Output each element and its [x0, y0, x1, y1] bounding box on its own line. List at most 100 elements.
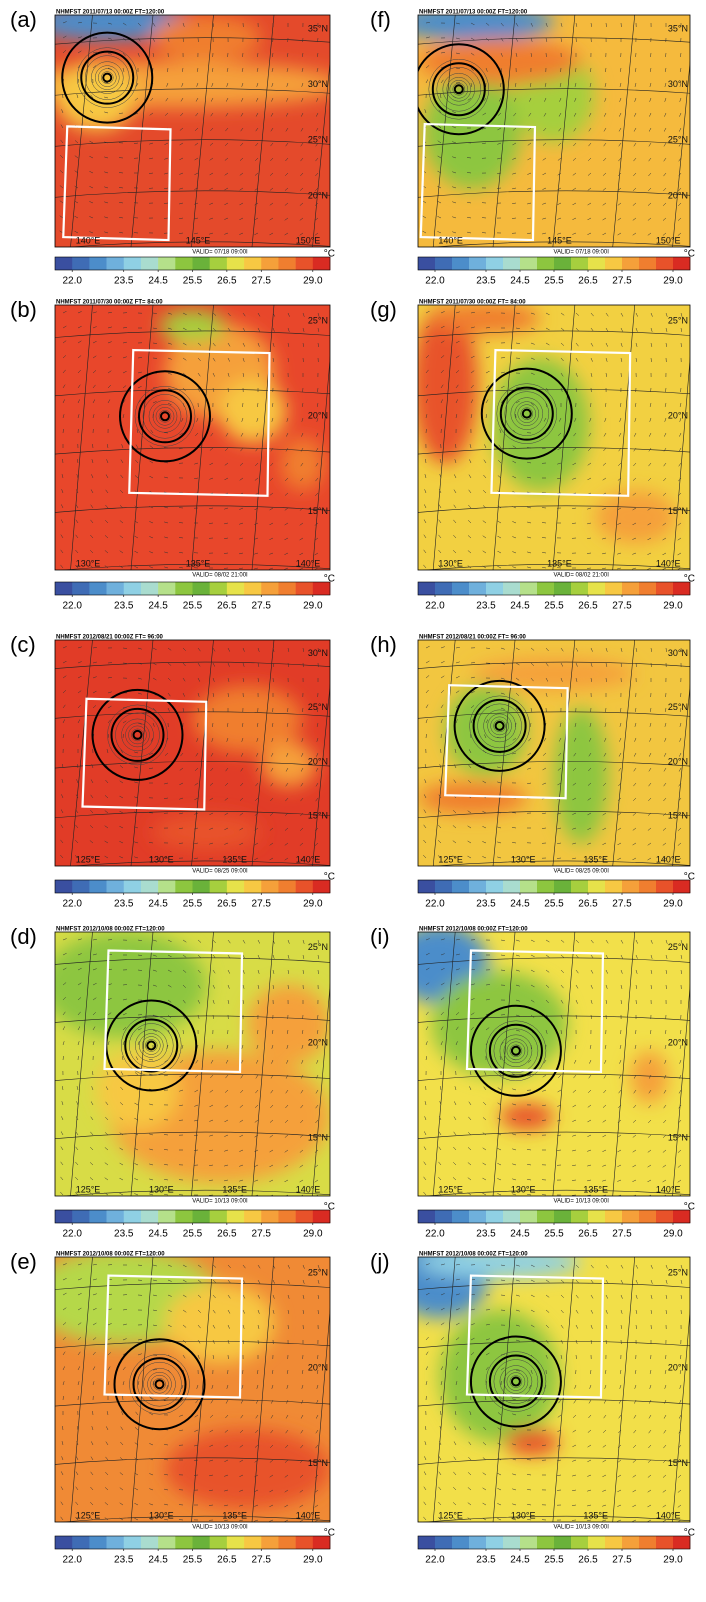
colorbar-swatch [656, 257, 674, 270]
isobar [134, 386, 196, 447]
isobar-bold [124, 1018, 179, 1073]
isobar-bold [453, 679, 546, 772]
lon-label: 125°E [438, 1184, 463, 1194]
analysis-box [465, 1274, 605, 1399]
lat-label: 25°N [668, 315, 688, 325]
sst-patch [418, 38, 582, 85]
sst-patch [630, 1050, 669, 1104]
colorbar-swatch [639, 1210, 657, 1223]
sst-patch [247, 984, 330, 1064]
colorbar-swatch [226, 1210, 245, 1223]
colorbar-swatch [55, 582, 73, 595]
colorbar-swatch [55, 880, 73, 893]
colorbar-tick-label: 24.5 [148, 1555, 168, 1566]
colorbar-swatch [673, 582, 691, 595]
colorbar-unit: °C [684, 249, 695, 260]
isobar [115, 712, 160, 758]
colorbar-swatch [605, 1210, 623, 1223]
isobar [142, 1036, 161, 1055]
isobar [483, 709, 516, 743]
colorbar-swatch [140, 1536, 159, 1549]
colorbar-swatch [192, 257, 210, 270]
colorbar-swatch [520, 880, 538, 893]
lon-label: 140°E [656, 558, 681, 568]
panel-label: (g) [370, 297, 397, 322]
lon-label: 130°E [149, 1184, 174, 1194]
panel-label: (e) [10, 1249, 37, 1274]
colorbar-swatch [140, 1210, 159, 1223]
colorbar-swatch [537, 582, 555, 595]
colorbar-swatch [537, 257, 555, 270]
sst-patch [418, 782, 527, 815]
colorbar-tick-label: 26.5 [217, 1555, 237, 1566]
isobar-bold [146, 1040, 157, 1051]
lat-label: 35°N [308, 23, 328, 33]
colorbar-swatch [261, 880, 279, 893]
colorbar-swatch [175, 1210, 193, 1223]
colorbar-swatch [209, 1536, 228, 1549]
analysis-box [103, 1274, 244, 1399]
colorbar-swatch [278, 582, 296, 595]
lat-label: 20°N [308, 190, 328, 200]
colorbar-tick-label: 26.5 [578, 1555, 598, 1566]
sst-patch [418, 305, 478, 464]
colorbar-unit: °C [324, 574, 335, 585]
lon-label: 140°E [296, 558, 321, 568]
colorbar-swatch [295, 880, 314, 893]
isobar [142, 394, 188, 439]
isobar [148, 400, 182, 433]
isobar [143, 1367, 176, 1401]
map-frame [417, 639, 691, 867]
colorbar-swatch [209, 880, 228, 893]
colorbar-swatch [89, 1210, 107, 1223]
colorbar-tick-label: 29.0 [663, 1229, 683, 1240]
lon-label: 125°E [438, 854, 463, 864]
isobar-bold [521, 408, 532, 419]
colorbar-swatch [278, 1536, 296, 1549]
colorbar-swatch [435, 880, 453, 893]
lat-label: 25°N [308, 315, 328, 325]
isobar [91, 61, 124, 94]
lat-label: 25°N [308, 702, 328, 712]
colorbar-tick-label: 25.5 [544, 276, 564, 287]
isobar-bold [102, 72, 113, 83]
colorbar-swatch [261, 257, 279, 270]
isobar-bold [469, 1004, 562, 1097]
colorbar-swatch [622, 582, 640, 595]
lat-label: 25°N [668, 942, 688, 952]
isobar [150, 1374, 169, 1394]
lon-label: 140°E [296, 1184, 321, 1194]
colorbar-swatch [106, 880, 125, 893]
isobar-bold [469, 1335, 562, 1428]
lon-label: 140°E [656, 854, 681, 864]
colorbar-swatch [312, 880, 331, 893]
panel-header: NHMFST 2011/07/13 00:00Z FT=120:00 [419, 10, 528, 16]
lon-label: 140°E [296, 1510, 321, 1520]
isobar [153, 1377, 166, 1391]
isobar-bold [510, 1045, 521, 1056]
colorbar-swatch [123, 1536, 142, 1549]
sst-patch [491, 358, 590, 491]
colorbar-tick-label: 23.5 [114, 1555, 134, 1566]
isobar [477, 703, 522, 749]
colorbar-swatch [588, 257, 606, 270]
colorbar-swatch [537, 1210, 555, 1223]
sst-patch [261, 741, 317, 787]
lon-label: 150°E [296, 235, 321, 245]
colorbar-swatch [312, 1210, 331, 1223]
lon-label: 125°E [76, 1510, 101, 1520]
colorbar-tick-label: 24.5 [148, 899, 168, 910]
isobar-bold [61, 31, 154, 124]
colorbar-swatch [486, 1536, 504, 1549]
map-frame [54, 304, 331, 571]
colorbar-tick-label: 22.0 [425, 1229, 445, 1240]
colorbar-swatch [158, 257, 176, 270]
colorbar-swatch [226, 582, 245, 595]
colorbar-tick-label: 27.5 [612, 601, 632, 612]
sst-blobs [55, 15, 330, 132]
panel-header: NHMFST 2012/10/08 00:00Z FT=120:00 [56, 1252, 165, 1258]
panel-header: NHMFST 2012/08/21 00:00Z FT= 96:00 [419, 635, 527, 641]
lon-label: 140°E [656, 1510, 681, 1520]
lon-label: 130°E [511, 1184, 536, 1194]
colorbar-swatch [175, 880, 193, 893]
